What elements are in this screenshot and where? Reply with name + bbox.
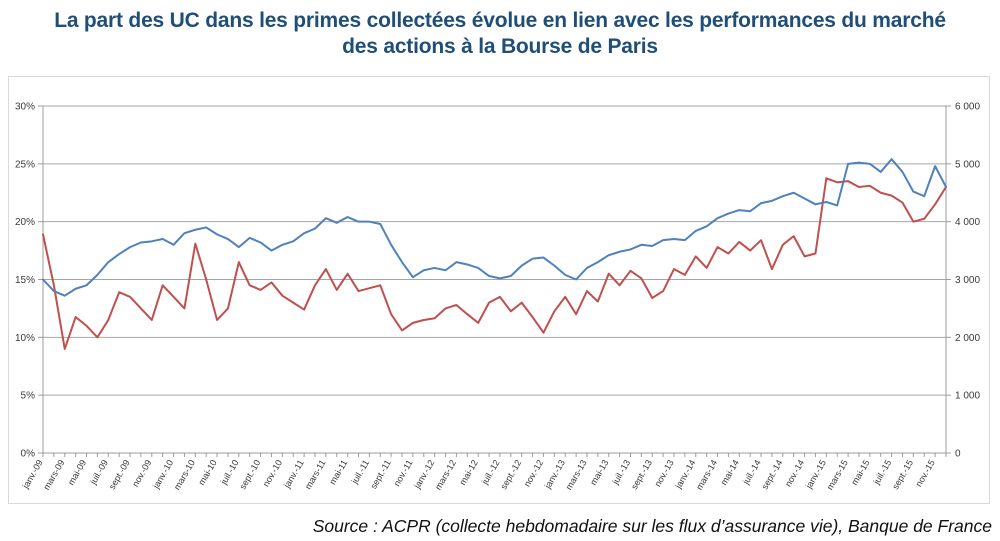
x-axis-tick-label: sept.-13 [629, 458, 654, 491]
y2-axis-tick-label: 4 000 [955, 217, 980, 228]
x-axis-tick-label: sept.-15 [890, 458, 915, 491]
x-axis-tick-label: mai-10 [196, 458, 218, 487]
y2-axis-tick-label: 0 [955, 449, 961, 460]
x-axis-tick-label: nov.-13 [652, 458, 675, 488]
x-axis-tick-label: mai-11 [327, 458, 349, 486]
series-line-cac40 [42, 177, 947, 350]
x-axis-tick-label: sept.-11 [368, 458, 393, 491]
y2-axis-tick-label: 1 000 [955, 391, 980, 402]
x-axis-tick-label: sept.-14 [760, 458, 785, 491]
x-axis-tick-label: mars-13 [564, 458, 589, 492]
x-axis-tick-label: sept.-12 [499, 458, 524, 491]
source-note: Source : ACPR (collecte hebdomadaire sur… [312, 516, 992, 536]
x-axis-tick-label: nov.-09 [130, 458, 153, 488]
y2-axis-tick-label: 3 000 [955, 275, 980, 286]
y-axis-tick-label: 20% [15, 217, 35, 228]
y-axis-tick-label: 15% [15, 275, 35, 286]
x-axis-tick-label: juil.-14 [740, 458, 762, 487]
y2-axis-tick-label: 2 000 [955, 333, 980, 344]
x-axis-tick-label: mai-14 [719, 458, 741, 487]
x-axis-tick-label: mars-15 [825, 458, 850, 492]
x-axis-tick-label: juil.-12 [479, 458, 501, 487]
x-axis-tick-label: juil.-15 [871, 458, 893, 487]
x-axis-tick-label: mars-09 [41, 458, 66, 492]
x-axis-tick-label: mai-12 [457, 458, 479, 487]
x-axis-tick-label: mars-11 [303, 458, 328, 491]
x-axis-tick-label: mai-15 [849, 458, 871, 487]
x-axis-tick-label: nov.-11 [392, 458, 415, 488]
series-line-uc-share [42, 158, 947, 297]
y-axis-tick-label: 0% [21, 449, 36, 460]
y-axis-tick-label: 5% [21, 391, 36, 402]
x-axis-tick-label: juil.-13 [610, 458, 632, 487]
x-axis-tick-label: nov.-15 [914, 458, 937, 488]
page-title: La part des UC dans les primes collectée… [54, 9, 946, 58]
x-axis-tick-label: mars-10 [172, 458, 197, 492]
x-axis-tick-label: mai-13 [588, 458, 610, 487]
x-axis-tick-label: mars-14 [694, 458, 719, 492]
x-axis-tick-label: juil.-10 [218, 458, 240, 487]
chart-plot: 0% 0 5% 1 000 10% 2 000 15% 3 000 20% 4 000 25% 5 0… [15, 102, 980, 492]
x-axis-tick-label: juil.-11 [349, 458, 371, 486]
x-axis-tick-label: mai-09 [66, 458, 88, 487]
y-axis-tick-label: 30% [15, 102, 35, 113]
chart-container: 0% 0 5% 1 000 10% 2 000 15% 3 000 20% 4 000 25% 5 0… [8, 76, 990, 504]
x-axis-tick-label: nov.-14 [783, 458, 806, 488]
y2-axis-tick-label: 6 000 [955, 102, 980, 113]
x-axis-tick-label: nov.-12 [522, 458, 545, 488]
x-axis-tick-label: nov.-10 [261, 458, 284, 488]
x-axis-tick-label: sept.-09 [107, 458, 132, 491]
y2-axis-tick-label: 5 000 [955, 159, 980, 170]
x-axis-tick-label: juil.-09 [88, 458, 110, 487]
y-axis-tick-label: 10% [15, 333, 35, 344]
x-axis-tick-label: sept.-10 [237, 458, 262, 491]
x-axis-tick-label: mars-12 [433, 458, 458, 492]
y-axis-tick-label: 25% [15, 159, 35, 170]
